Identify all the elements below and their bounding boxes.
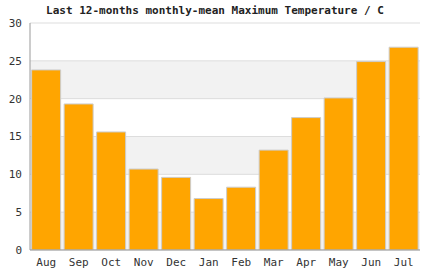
svg-text:Aug: Aug: [36, 256, 56, 269]
html-text:Last 12-months monthly-mean Ma: Last 12-months monthly-mean Maximum Temp…: [46, 4, 384, 17]
svg-text:Sep: Sep: [69, 256, 89, 269]
svg-text:Apr: Apr: [296, 256, 316, 269]
svg-text:May: May: [329, 256, 349, 269]
svg-text:Nov: Nov: [134, 256, 154, 269]
svg-text:0: 0: [15, 244, 22, 257]
svg-text:15: 15: [9, 130, 22, 143]
svg-text:Mar: Mar: [264, 256, 284, 269]
svg-text:Jul: Jul: [394, 256, 414, 269]
svg-text:Oct: Oct: [101, 256, 121, 269]
svg-text:25: 25: [9, 55, 22, 68]
svg-text:5: 5: [15, 206, 22, 219]
svg-text:Jan: Jan: [199, 256, 219, 269]
svg-text:30: 30: [9, 17, 22, 30]
svg-text:Jun: Jun: [361, 256, 381, 269]
svg-text:Feb: Feb: [231, 256, 251, 269]
svg-text:Dec: Dec: [166, 256, 186, 269]
svg-text:10: 10: [9, 168, 22, 181]
svg-text:20: 20: [9, 93, 22, 106]
